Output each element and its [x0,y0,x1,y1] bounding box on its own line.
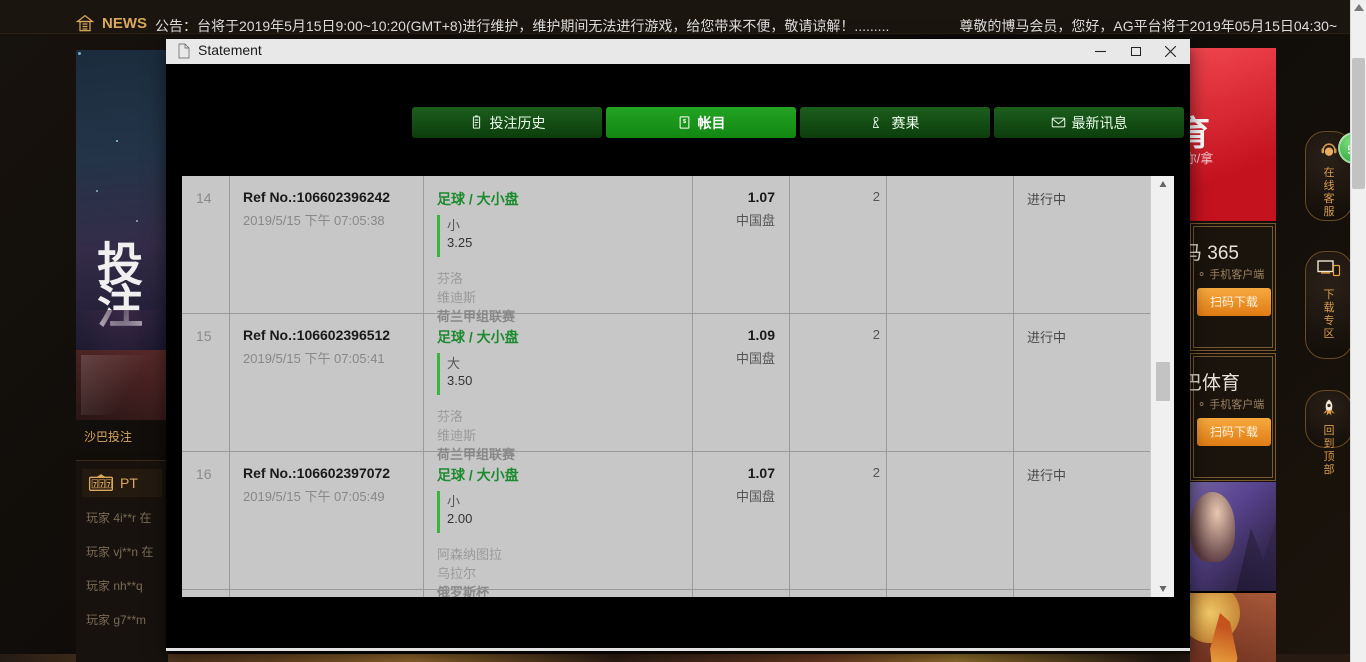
svg-text:$: $ [682,119,686,125]
svg-text:7: 7 [107,482,111,489]
svg-text:7: 7 [100,482,104,489]
svg-text:7: 7 [93,482,97,489]
